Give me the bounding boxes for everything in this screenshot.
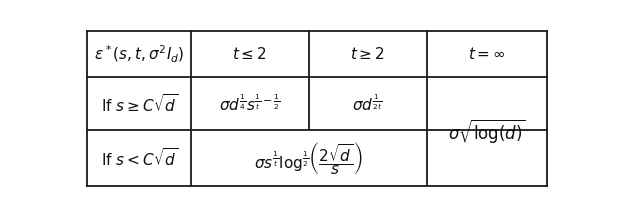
Text: $t \leq 2$: $t \leq 2$ — [232, 46, 268, 62]
Text: $t \geq 2$: $t \geq 2$ — [350, 46, 385, 62]
Text: $\mathrm{If}\ s < C\sqrt{d}$: $\mathrm{If}\ s < C\sqrt{d}$ — [100, 147, 178, 169]
Text: $\epsilon^*(s, t, \sigma^2 I_d)$: $\epsilon^*(s, t, \sigma^2 I_d)$ — [94, 44, 184, 65]
Text: $t = \infty$: $t = \infty$ — [468, 46, 506, 62]
Text: $\sigma s^{\frac{1}{t}} \log^{\frac{1}{2}}\!\left(\dfrac{2\sqrt{d}}{s}\right)$: $\sigma s^{\frac{1}{t}} \log^{\frac{1}{2… — [255, 140, 363, 177]
Text: $\mathrm{If}\ s \geq C\sqrt{d}$: $\mathrm{If}\ s \geq C\sqrt{d}$ — [100, 93, 178, 115]
Text: $\sigma d^{\frac{1}{4}} s^{\frac{1}{t} - \frac{1}{2}}$: $\sigma d^{\frac{1}{4}} s^{\frac{1}{t} -… — [219, 94, 281, 114]
Text: $\sigma\sqrt{\log(d)}$: $\sigma\sqrt{\log(d)}$ — [448, 118, 526, 146]
Text: $\sigma d^{\frac{1}{2t}}$: $\sigma d^{\frac{1}{2t}}$ — [353, 94, 383, 114]
